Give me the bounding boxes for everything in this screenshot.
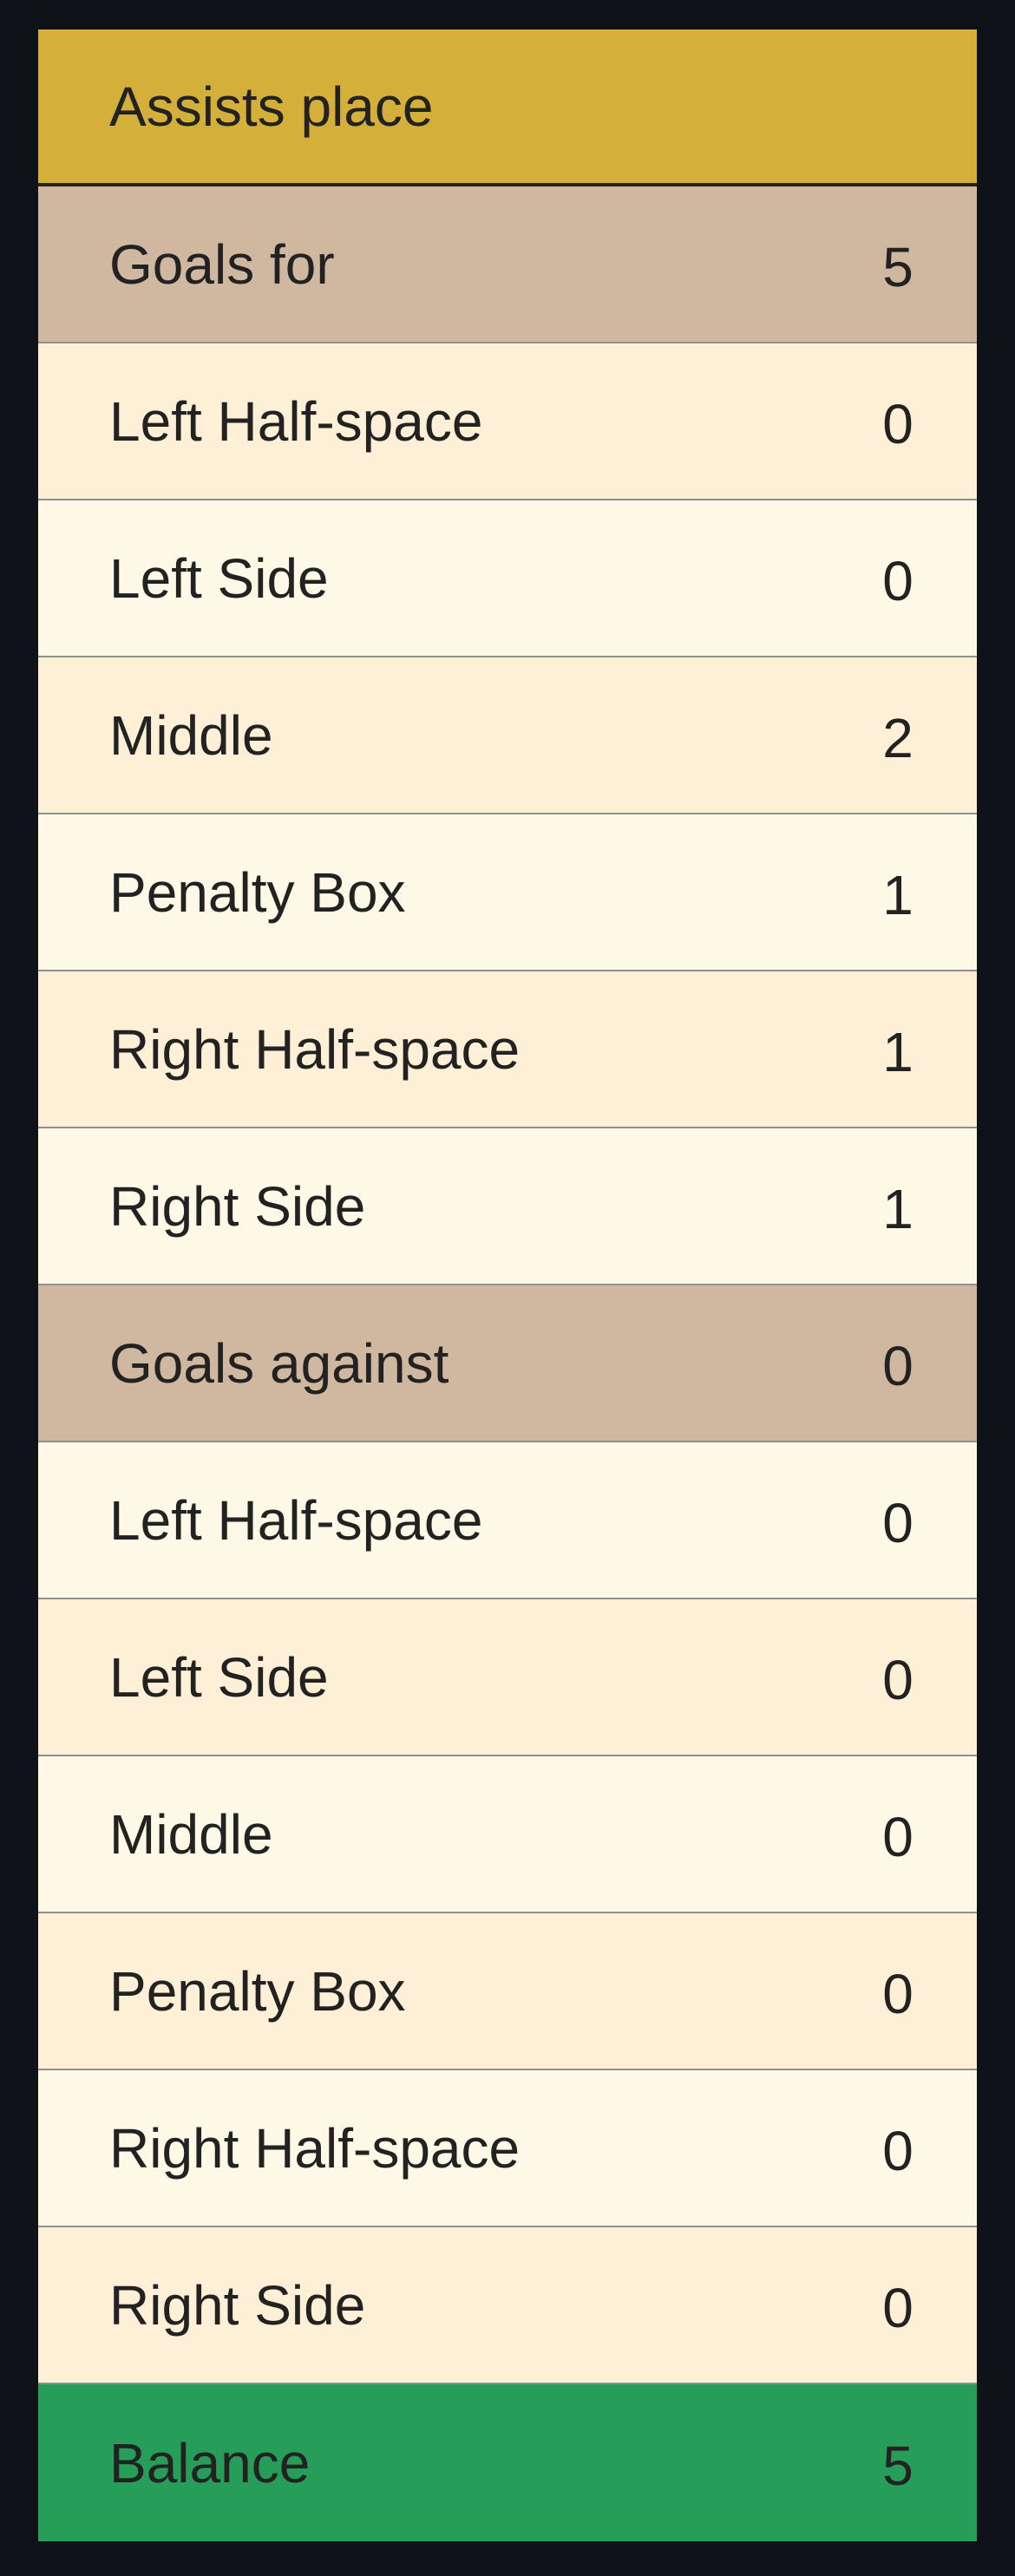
row-value: 0 (882, 392, 914, 455)
stats-table: Assists place Goals for 5 Left Half-spac… (38, 29, 977, 2541)
table-title: Assists place (109, 75, 434, 138)
row-label: Left Side (109, 1645, 329, 1709)
row-value: 0 (882, 1648, 914, 1711)
row-value: 0 (882, 549, 914, 612)
table-row-goals-for: Goals for 5 (38, 186, 977, 343)
table-row: Middle 0 (38, 1756, 977, 1913)
row-value: 0 (882, 2119, 914, 2182)
row-label: Middle (109, 703, 273, 767)
table-row: Penalty Box 1 (38, 814, 977, 971)
table-row: Left Side 0 (38, 500, 977, 657)
table-row: Penalty Box 0 (38, 1913, 977, 2070)
total-value: 5 (882, 2434, 914, 2497)
table-row: Right Half-space 1 (38, 971, 977, 1128)
row-label: Goals against (109, 1331, 449, 1395)
table-row: Right Side 0 (38, 2227, 977, 2384)
row-value: 0 (882, 1962, 914, 2025)
row-value: 0 (882, 1334, 914, 1397)
row-label: Penalty Box (109, 860, 406, 924)
row-value: 1 (882, 1177, 914, 1240)
table-row: Right Half-space 0 (38, 2070, 977, 2227)
row-label: Goals for (109, 232, 335, 296)
table-row-goals-against: Goals against 0 (38, 1285, 977, 1442)
table-row: Right Side 1 (38, 1128, 977, 1285)
row-label: Left Side (109, 546, 329, 610)
row-label: Right Side (109, 2273, 366, 2337)
table-row: Middle 2 (38, 657, 977, 814)
row-value: 5 (882, 235, 914, 298)
table-row: Left Half-space 0 (38, 1442, 977, 1599)
row-value: 1 (882, 1020, 914, 1083)
table-row: Left Side 0 (38, 1599, 977, 1756)
row-value: 0 (882, 1491, 914, 1554)
row-value: 0 (882, 2276, 914, 2339)
row-label: Left Half-space (109, 389, 483, 453)
row-label: Right Half-space (109, 2116, 521, 2180)
row-label: Right Side (109, 1174, 366, 1238)
row-label: Right Half-space (109, 1017, 521, 1081)
row-label: Middle (109, 1802, 273, 1866)
table-header: Assists place (38, 29, 977, 186)
table-row: Left Half-space 0 (38, 343, 977, 500)
row-value: 0 (882, 1805, 914, 1868)
row-label: Penalty Box (109, 1959, 406, 2023)
row-value: 1 (882, 863, 914, 926)
table-row-balance: Balance 5 (38, 2384, 977, 2541)
row-label: Left Half-space (109, 1488, 483, 1552)
total-label: Balance (109, 2431, 311, 2494)
row-value: 2 (882, 706, 914, 769)
